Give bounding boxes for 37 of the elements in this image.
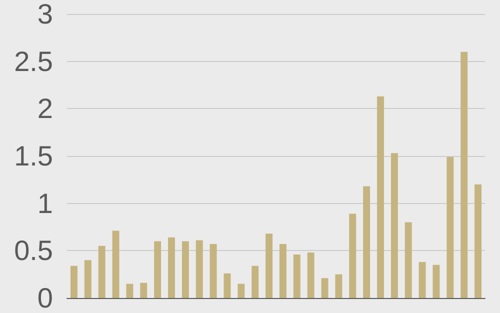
y-tick-label: 2 — [37, 93, 53, 124]
bar — [196, 240, 203, 298]
bar — [266, 234, 273, 298]
y-tick-label: 0 — [37, 282, 53, 313]
bar — [321, 278, 328, 298]
y-tick-label: 1.5 — [14, 140, 53, 172]
bar — [307, 252, 314, 298]
bar — [126, 284, 134, 298]
bar — [432, 264, 440, 298]
bar — [418, 262, 426, 298]
bar — [112, 230, 120, 298]
bar — [154, 241, 162, 298]
bar — [98, 246, 106, 298]
bar — [224, 273, 231, 298]
bar — [140, 282, 148, 298]
bar — [168, 237, 175, 298]
bar — [404, 222, 412, 298]
bar — [474, 184, 482, 298]
bar — [460, 52, 468, 298]
bar — [335, 274, 342, 298]
y-tick-label: 1 — [37, 188, 53, 219]
y-tick-label: 3 — [37, 0, 53, 30]
bar — [210, 244, 217, 298]
bar — [279, 244, 286, 298]
y-tick-label: 0.5 — [14, 235, 53, 266]
bar — [238, 284, 245, 298]
bar — [377, 96, 384, 298]
bar — [349, 214, 356, 298]
bar — [363, 186, 370, 298]
bar — [182, 241, 189, 298]
bar — [252, 266, 259, 298]
bar — [446, 156, 454, 298]
bar — [70, 266, 78, 298]
y-tick-label: 2.5 — [14, 46, 53, 77]
bar — [390, 153, 398, 298]
bar — [84, 260, 92, 298]
bar — [293, 254, 300, 298]
